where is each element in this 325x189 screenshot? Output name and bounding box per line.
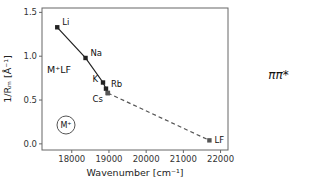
x-tick-label: 21000 xyxy=(170,154,197,164)
x-tick xyxy=(220,150,221,153)
x-tick xyxy=(108,150,109,153)
x-tick xyxy=(183,150,184,153)
annotation-circle xyxy=(57,116,75,134)
x-tick-label: 18000 xyxy=(58,154,85,164)
x-tick-label: 22000 xyxy=(207,154,234,164)
point-label: Na xyxy=(91,48,103,58)
y-tick-label: 1.5 xyxy=(23,7,37,17)
point-labels: Li Na K Rb Cs LF xyxy=(62,17,224,145)
x-axis-label: Wavenumber [cm⁻¹] xyxy=(87,167,184,178)
point xyxy=(101,80,105,84)
y-tick xyxy=(39,12,42,13)
point-label: K xyxy=(92,74,98,84)
point-label: LF xyxy=(214,135,224,145)
point xyxy=(83,56,87,60)
x-tick-label: 20000 xyxy=(133,154,160,164)
point xyxy=(106,91,110,95)
point xyxy=(104,86,108,90)
point-label: Cs xyxy=(92,94,103,104)
x-tick-label: 19000 xyxy=(95,154,122,164)
y-tick xyxy=(39,56,42,57)
chart: 18000 19000 20000 21000 22000 0.0 0.5 1.0 1.5 Wav… xyxy=(0,0,325,189)
plot-frame xyxy=(42,8,228,150)
point xyxy=(106,91,110,95)
point-label: Rb xyxy=(111,79,122,89)
point-label: Li xyxy=(62,17,69,27)
y-tick-label: 0.0 xyxy=(23,139,37,149)
x-tick xyxy=(71,150,72,153)
series-line xyxy=(57,27,108,93)
annotation: M⁺LF xyxy=(47,64,71,75)
point xyxy=(55,25,59,29)
point xyxy=(207,138,211,142)
y-tick-label: 0.5 xyxy=(23,95,37,105)
y-tick-label: 1.0 xyxy=(23,51,37,61)
series-line xyxy=(108,93,210,140)
y-tick xyxy=(39,143,42,144)
y-axis-label: 1/Rₘ [Å⁻¹] xyxy=(2,55,13,103)
annotation: M⁺ xyxy=(60,121,71,130)
annotation: ππ* xyxy=(268,68,288,82)
plot-area xyxy=(55,25,212,142)
y-tick xyxy=(39,100,42,101)
x-tick xyxy=(146,150,147,153)
